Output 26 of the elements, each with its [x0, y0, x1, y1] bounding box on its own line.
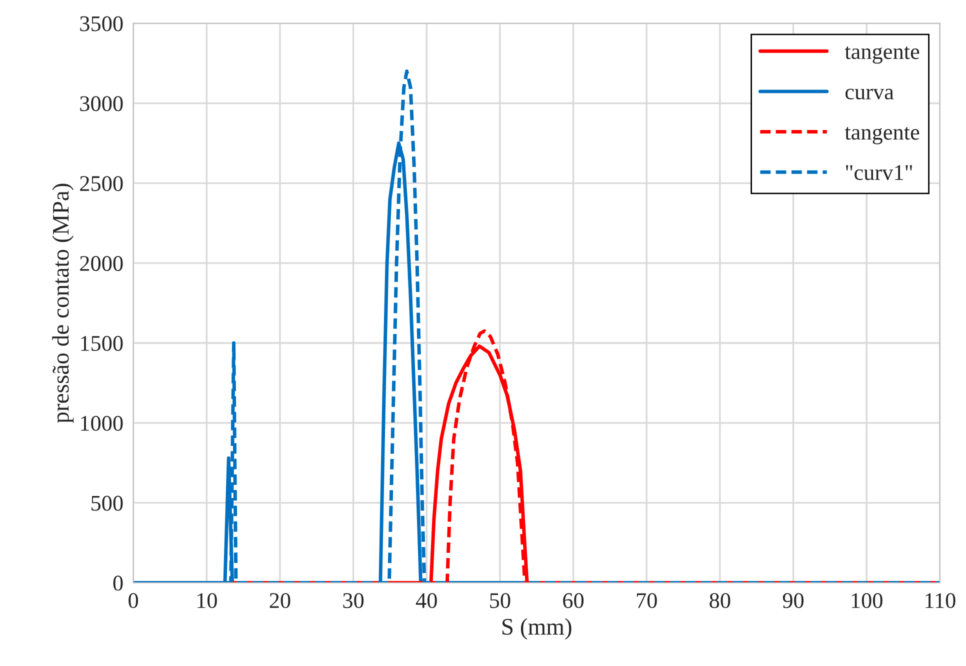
x-tick-label: 10 [197, 593, 217, 608]
y-tick-label: 2500 [80, 176, 123, 192]
y-tick-label: 3000 [80, 96, 123, 112]
x-tick-label: 40 [416, 593, 437, 608]
x-axis-title: S (mm) [502, 618, 572, 640]
x-tick-label: 20 [270, 593, 290, 608]
x-tick-label: 30 [343, 593, 364, 608]
x-tick-label: 0 [128, 593, 138, 608]
x-tick-label: 110 [926, 593, 956, 608]
legend-label: tangente [844, 126, 920, 144]
y-axis-title: pressão de contato (MPa) [52, 184, 74, 423]
x-tick-label: 50 [490, 593, 510, 608]
y-tick-label: 2000 [80, 256, 123, 271]
y-tick-label: 1500 [81, 336, 123, 351]
legend-label: tangente [844, 46, 920, 64]
y-tick-label: 3500 [80, 16, 123, 32]
legend-label: "curv1" [846, 165, 912, 180]
y-tick-label: 1000 [81, 416, 123, 431]
y-tick-label: 0 [113, 576, 123, 591]
x-tick-label: 100 [852, 593, 882, 608]
x-tick-label: 80 [710, 593, 730, 608]
x-tick-label: 60 [563, 593, 584, 608]
x-tick-label: 90 [782, 593, 804, 608]
legend-label: curva [845, 88, 894, 100]
x-tick-label: 70 [636, 593, 657, 608]
y-tick-label: 500 [92, 496, 123, 511]
